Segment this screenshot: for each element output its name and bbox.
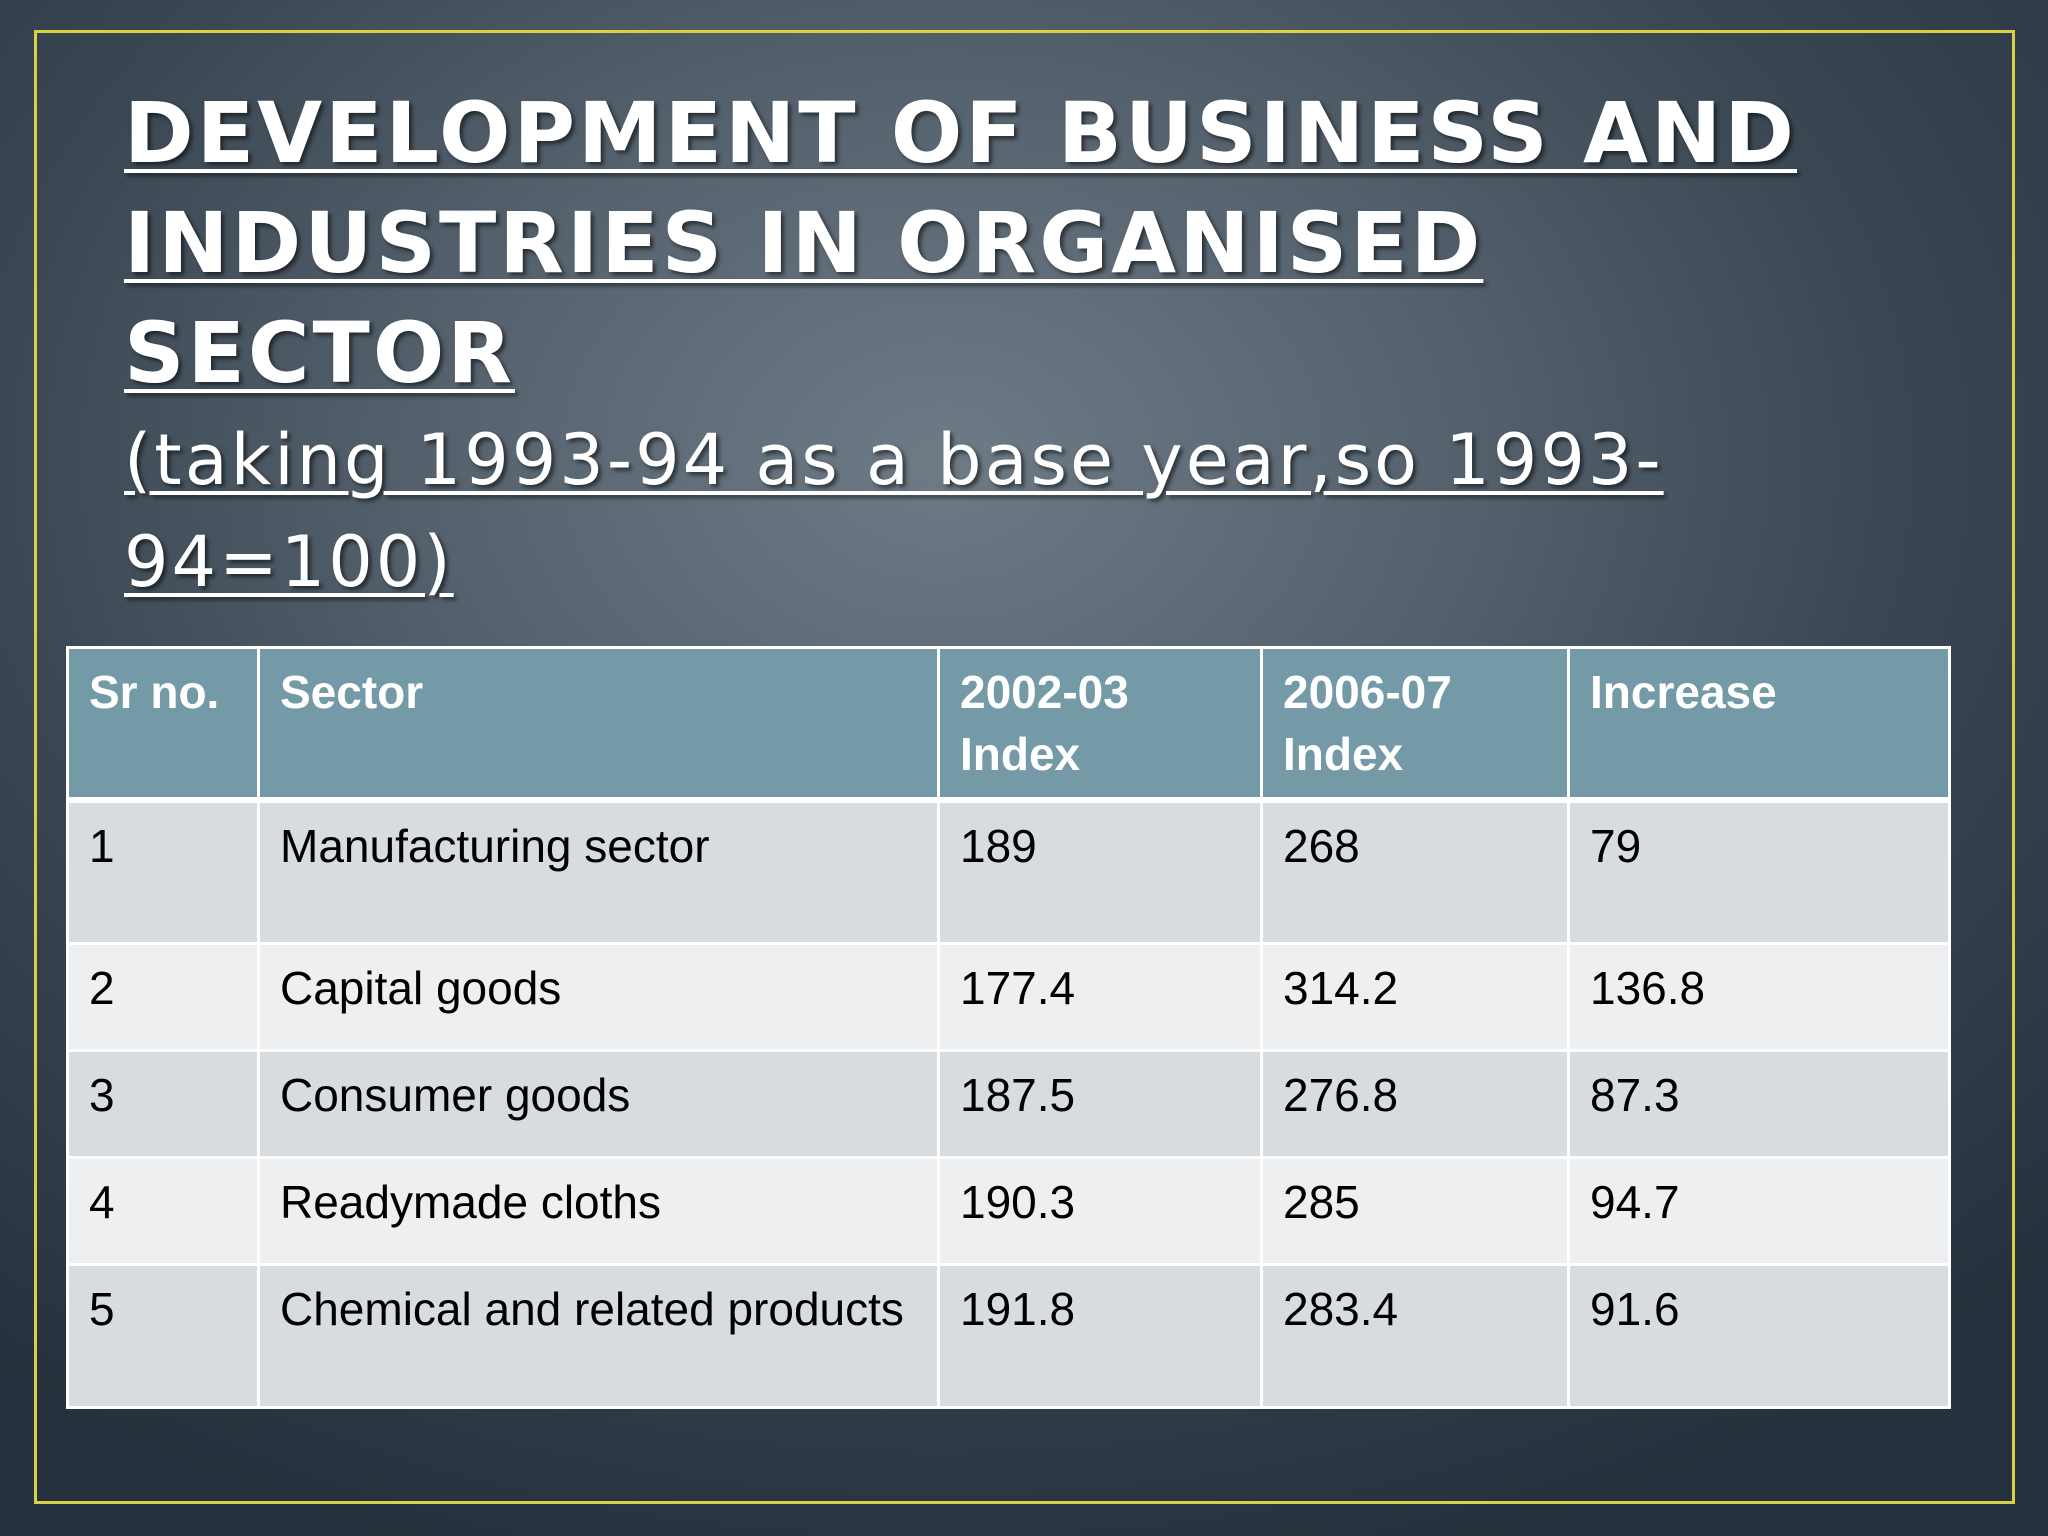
cell-sector: Capital goods — [257, 942, 940, 1052]
cell-sr-no: 3 — [66, 1049, 260, 1159]
cell-sector: Chemical and related products — [257, 1263, 940, 1409]
cell-2002-03-index: 187.5 — [937, 1049, 1263, 1159]
cell-sector: Consumer goods — [257, 1049, 940, 1159]
table-row: 5 Chemical and related products 191.8 28… — [66, 1263, 1951, 1409]
header-2002-03-index: 2002-03 Index — [937, 646, 1263, 803]
header-sr-no: Sr no. — [66, 646, 260, 803]
cell-sr-no: 2 — [66, 942, 260, 1052]
title-line-2: INDUSTRIES IN ORGANISED SECTOR — [124, 194, 1484, 402]
slide-frame — [34, 30, 2015, 1504]
cell-2002-03-index: 190.3 — [937, 1156, 1263, 1266]
cell-sector: Manufacturing sector — [257, 798, 940, 945]
cell-sector: Readymade cloths — [257, 1156, 940, 1266]
cell-increase: 136.8 — [1567, 942, 1951, 1052]
cell-2006-07-index: 283.4 — [1260, 1263, 1570, 1409]
cell-increase: 94.7 — [1567, 1156, 1951, 1266]
cell-2006-07-index: 268 — [1260, 798, 1570, 945]
cell-increase: 91.6 — [1567, 1263, 1951, 1409]
slide-title: DEVELOPMENT OF BUSINESS AND INDUSTRIES I… — [124, 78, 1864, 612]
cell-sr-no: 4 — [66, 1156, 260, 1266]
cell-sr-no: 5 — [66, 1263, 260, 1409]
table-row: 1 Manufacturing sector 189 268 79 — [66, 798, 1951, 945]
header-2006-07-index: 2006-07 Index — [1260, 646, 1570, 803]
cell-2006-07-index: 276.8 — [1260, 1049, 1570, 1159]
cell-sr-no: 1 — [66, 798, 260, 945]
header-sector: Sector — [257, 646, 940, 803]
cell-2002-03-index: 177.4 — [937, 942, 1263, 1052]
cell-increase: 87.3 — [1567, 1049, 1951, 1159]
header-increase: Increase — [1567, 646, 1951, 803]
table-row: 3 Consumer goods 187.5 276.8 87.3 — [66, 1049, 1951, 1159]
cell-2006-07-index: 314.2 — [1260, 942, 1570, 1052]
cell-2002-03-index: 191.8 — [937, 1263, 1263, 1409]
cell-2006-07-index: 285 — [1260, 1156, 1570, 1266]
table-row: 2 Capital goods 177.4 314.2 136.8 — [66, 942, 1951, 1052]
table-header-row: Sr no. Sector 2002-03 Index 2006-07 Inde… — [66, 646, 1951, 803]
index-table: Sr no. Sector 2002-03 Index 2006-07 Inde… — [66, 646, 1951, 1409]
table-row: 4 Readymade cloths 190.3 285 94.7 — [66, 1156, 1951, 1266]
cell-increase: 79 — [1567, 798, 1951, 945]
subtitle-line-2: 94=100) — [124, 521, 454, 603]
title-line-1: DEVELOPMENT OF BUSINESS AND — [124, 84, 1798, 182]
subtitle-line-1: (taking 1993-94 as a base year,so 1993- — [124, 419, 1664, 501]
cell-2002-03-index: 189 — [937, 798, 1263, 945]
